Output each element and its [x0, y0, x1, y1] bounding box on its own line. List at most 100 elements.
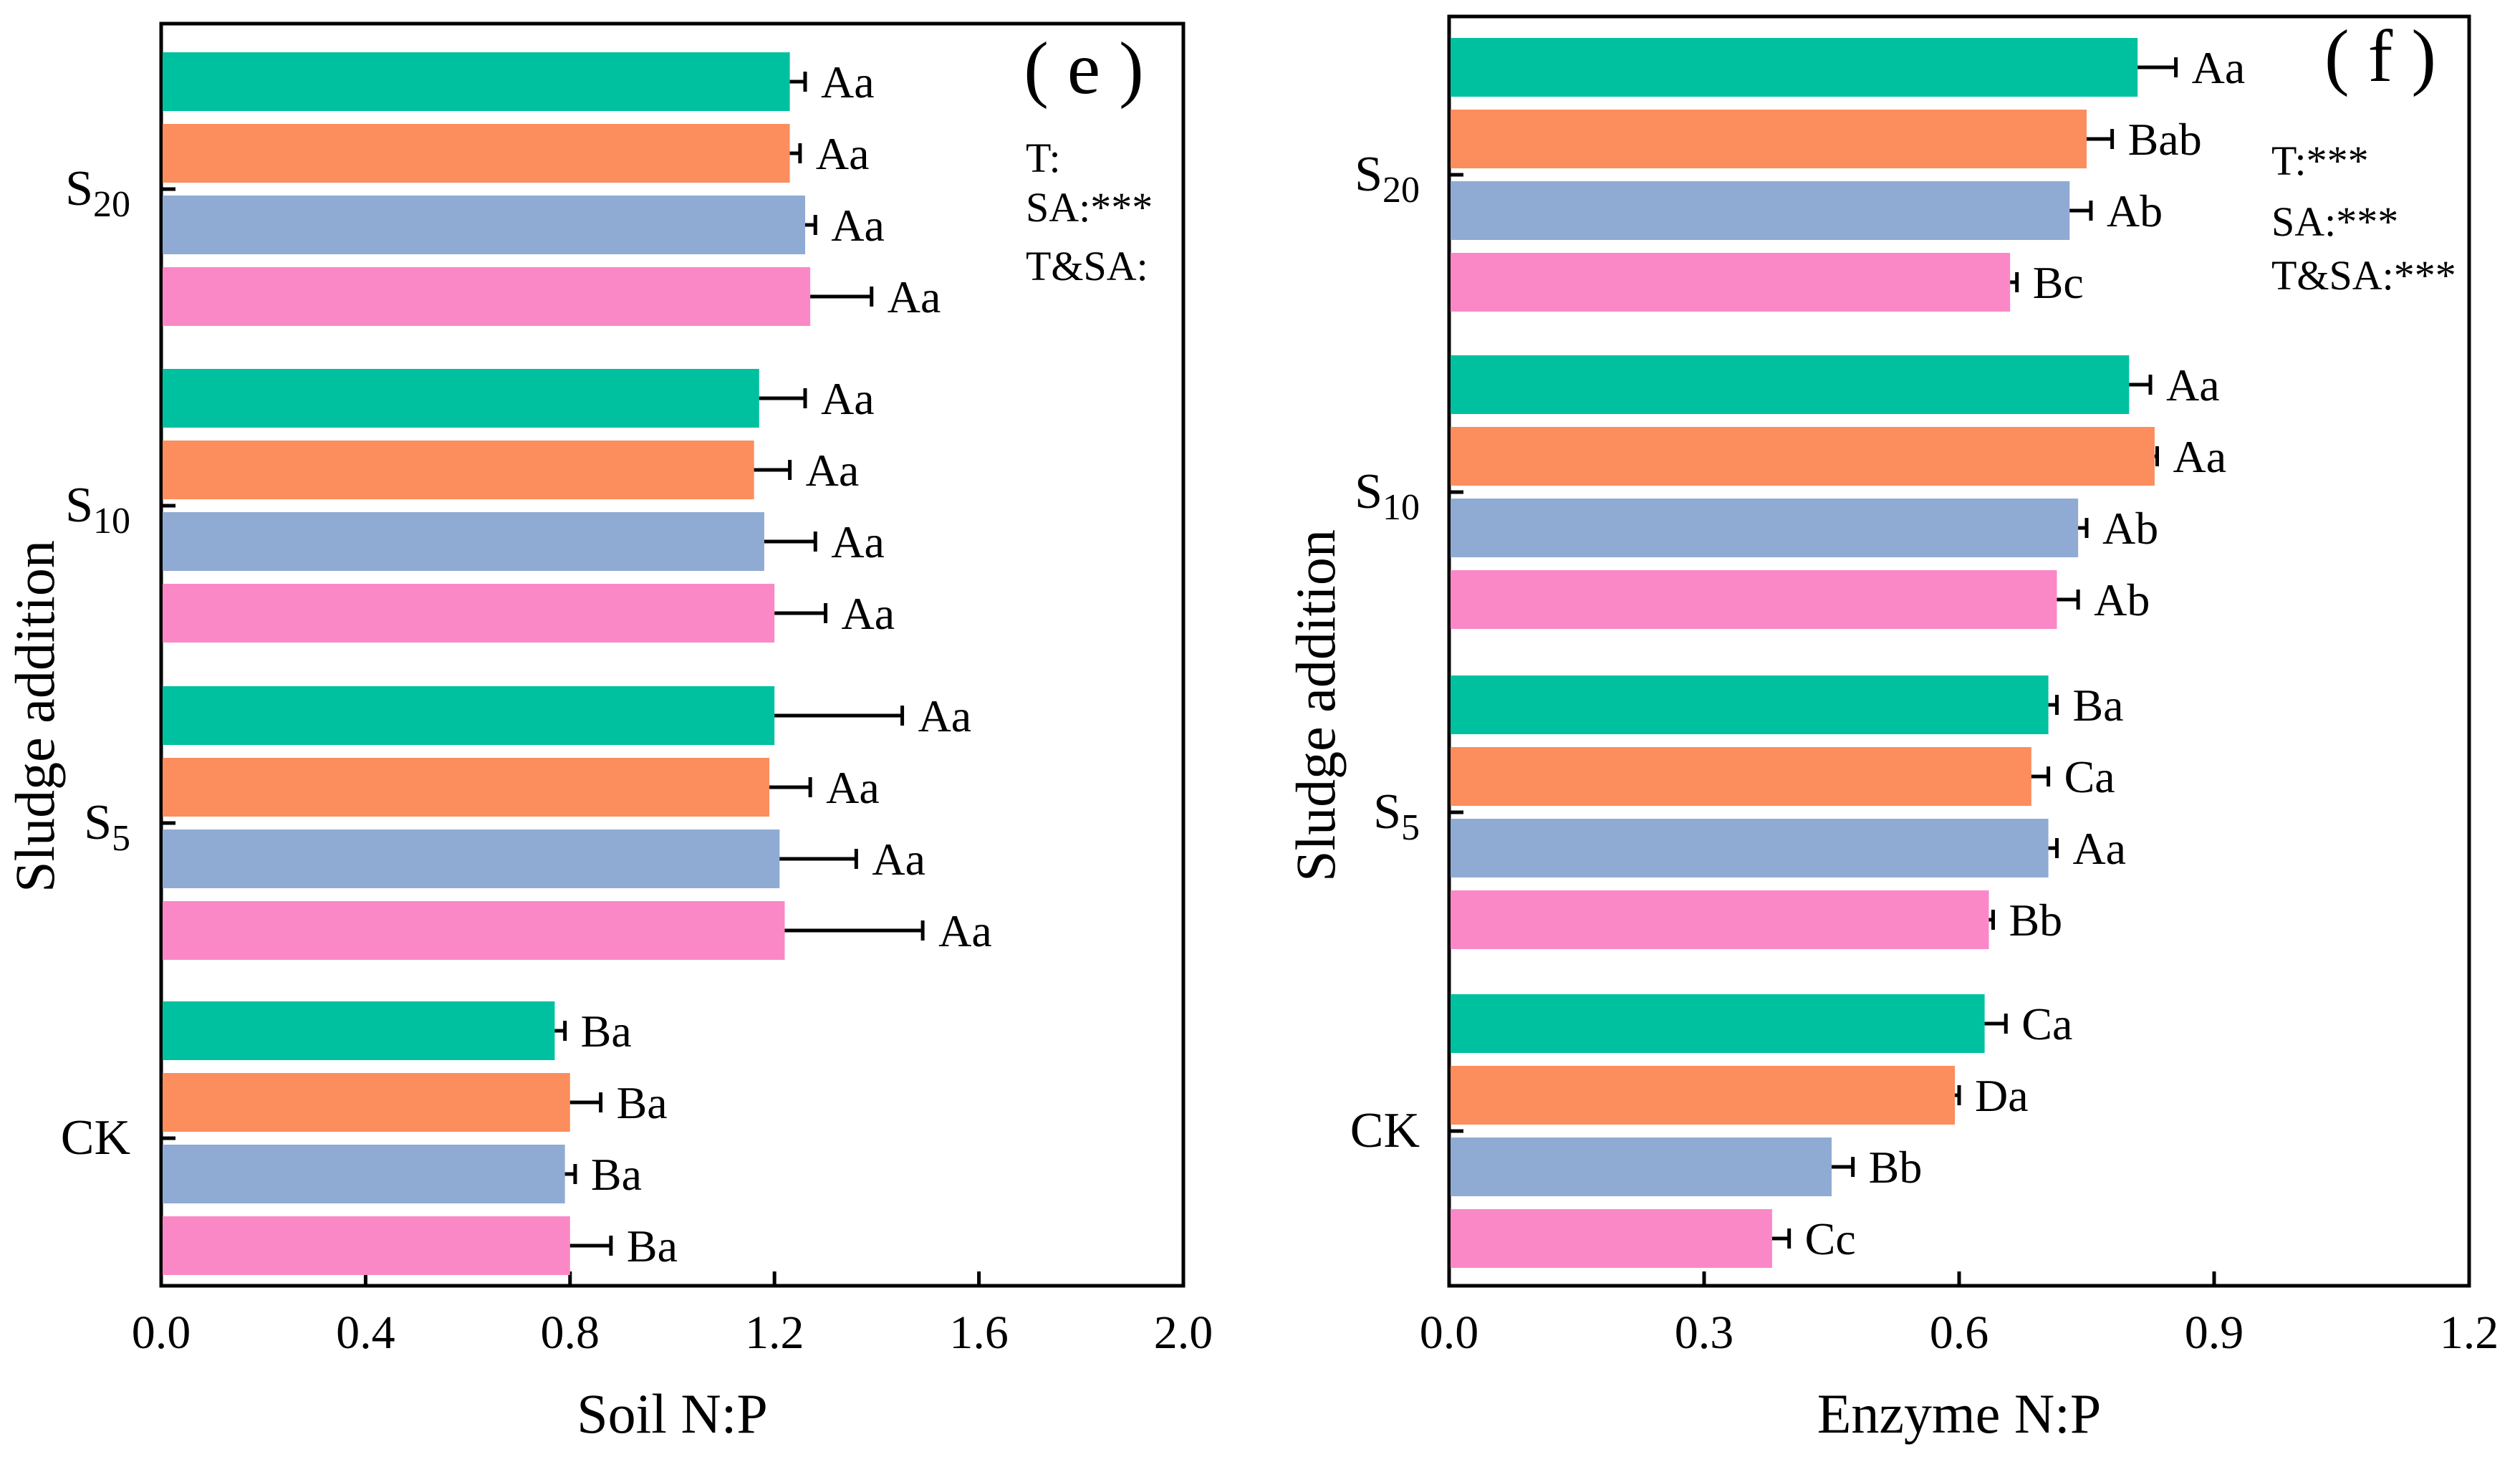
stats-label: T&SA:: [1026, 243, 1148, 289]
bar: [163, 512, 764, 571]
y-tick-label: S5: [84, 795, 130, 859]
significance-letter: Aa: [821, 373, 875, 424]
significance-letter: Bc: [2033, 257, 2084, 308]
significance-letter: Ab: [2107, 186, 2163, 236]
significance-letter: Aa: [918, 691, 972, 741]
x-tick-label: 0.9: [2185, 1307, 2244, 1359]
significance-letter: Ab: [2094, 574, 2150, 625]
bar: [163, 1073, 570, 1132]
significance-letter: Aa: [842, 588, 895, 639]
significance-letter: Aa: [2192, 42, 2246, 93]
y-tick-label: S20: [1355, 147, 1420, 211]
significance-letter: Aa: [821, 57, 875, 107]
bar: [1451, 38, 2138, 97]
x-tick-label: 1.2: [2440, 1307, 2499, 1359]
bar: [1451, 355, 2130, 414]
x-axis-label: Soil N:P: [577, 1382, 768, 1445]
significance-letter: Ba: [2072, 680, 2123, 731]
bar: [163, 1001, 555, 1060]
bar: [163, 52, 790, 111]
bar: [1451, 110, 2087, 168]
panel-label: ( f ): [2324, 15, 2436, 97]
panel-label: ( e ): [1024, 27, 1143, 110]
bar: [1451, 675, 2049, 734]
x-tick-label: 1.2: [745, 1307, 804, 1359]
significance-letter: Aa: [2173, 431, 2226, 482]
bar: [163, 124, 790, 183]
bar: [163, 1145, 565, 1203]
chart-panel-e: 0.0 0.4 0.8 1.2 1.6 2.0 Soil N:P Sludge additio…: [4, 21, 1213, 1445]
significance-letter: Aa: [938, 905, 992, 956]
bar: [1451, 994, 1985, 1053]
y-tick-label: S20: [65, 161, 130, 225]
significance-letter: Ba: [627, 1221, 678, 1271]
significance-letter: Bb: [2009, 895, 2062, 946]
bar: [1451, 499, 2079, 557]
bar: [163, 584, 775, 643]
significance-letter: Ba: [617, 1077, 668, 1128]
bar: [1451, 819, 2049, 877]
x-tick-label: 0.6: [1930, 1307, 1989, 1359]
y-tick-label-subscript: 10: [1382, 487, 1420, 528]
significance-letter: Aa: [888, 271, 941, 322]
significance-letter: Bab: [2128, 114, 2202, 165]
stats-label: SA:***: [2271, 198, 2398, 245]
y-tick-label-subscript: 5: [1401, 807, 1420, 848]
bar: [163, 686, 775, 745]
y-axis-label: Sludge addition: [1284, 529, 1347, 882]
significance-letter: Aa: [831, 516, 885, 567]
plot-frame: [159, 21, 1186, 1288]
stats-label: SA:***: [1026, 184, 1153, 231]
bar: [163, 196, 806, 254]
significance-letter: Aa: [831, 200, 885, 251]
stats-label: T&SA:***: [2271, 252, 2456, 299]
significance-letter: Ca: [2064, 751, 2115, 802]
x-tick-label: 0.0: [1420, 1307, 1479, 1359]
stats-label: T:***: [2271, 138, 2369, 184]
y-tick-label-subscript: 10: [93, 501, 130, 542]
significance-letter: Ca: [2021, 999, 2072, 1049]
chart-panel-f: 0.0 0.3 0.6 0.9 1.2 Enzyme N:P Sludge addition…: [1284, 14, 2499, 1445]
y-tick-label-subscript: 20: [93, 184, 130, 225]
bar: [1451, 890, 1989, 949]
y-tick-label: S10: [65, 478, 130, 542]
bar: [1451, 1209, 1772, 1268]
bar: [163, 829, 780, 888]
x-tick-label: 0.3: [1675, 1307, 1734, 1359]
significance-letter: Aa: [806, 445, 860, 496]
significance-letter: Aa: [872, 834, 925, 885]
bar: [1451, 570, 2057, 629]
x-tick-label: 0.8: [541, 1307, 600, 1359]
bar: [163, 267, 811, 326]
y-tick-label: S10: [1355, 464, 1420, 528]
x-tick-label: 2.0: [1154, 1307, 1213, 1359]
significance-letter: Ba: [591, 1149, 642, 1200]
bar: [163, 1216, 570, 1275]
bar: [163, 369, 759, 428]
bar: [1451, 747, 2031, 806]
x-tick-label: 0.0: [132, 1307, 191, 1359]
x-axis-label: Enzyme N:P: [1817, 1382, 2101, 1445]
y-tick-label: CK: [61, 1110, 130, 1165]
bar: [163, 901, 785, 960]
significance-letter: Ab: [2102, 503, 2158, 554]
bar: [1451, 1066, 1956, 1125]
y-tick-label: CK: [1350, 1103, 1420, 1158]
y-tick-label-subscript: 20: [1382, 170, 1420, 211]
y-tick-label: S5: [1373, 784, 1420, 848]
stats-label: T:: [1026, 135, 1061, 181]
bar: [163, 441, 754, 499]
significance-letter: Aa: [2072, 823, 2126, 874]
significance-letter: Aa: [826, 762, 880, 813]
bar: [1451, 427, 2155, 486]
y-tick-label-subscript: 5: [112, 818, 130, 859]
x-tick-label: 1.6: [949, 1307, 1009, 1359]
significance-letter: Bb: [1869, 1142, 1923, 1193]
bar: [163, 758, 770, 817]
bar: [1451, 253, 2011, 312]
significance-letter: Aa: [816, 128, 870, 179]
significance-letter: Ba: [581, 1006, 632, 1057]
bar: [1451, 1137, 1832, 1196]
significance-letter: Da: [1975, 1070, 2029, 1121]
